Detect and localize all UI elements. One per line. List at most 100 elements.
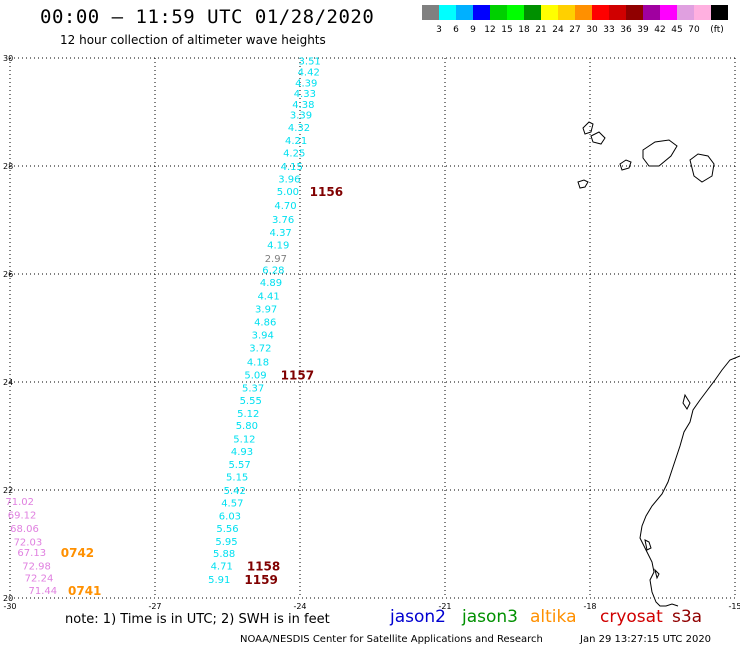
pass-number-label: 1158	[247, 560, 280, 574]
lon-tick-label: -30	[3, 602, 16, 611]
colorbar-swatch	[473, 5, 490, 20]
satellite-legend-jason2: jason2	[390, 607, 446, 627]
credit-text: NOAA/NESDIS Center for Satellite Applica…	[240, 634, 543, 645]
wave-height-value: 3.97	[255, 305, 277, 316]
colorbar-label: 36	[620, 25, 632, 35]
colorbar-swatch	[660, 5, 677, 20]
colorbar-swatch	[490, 5, 507, 20]
colorbar-label: 39	[637, 25, 649, 35]
colorbar-swatch	[456, 5, 473, 20]
colorbar-swatch	[694, 5, 711, 20]
timestamp-text: Jan 29 13:27:15 UTC 2020	[580, 634, 712, 645]
wave-height-value: 72.98	[22, 562, 51, 573]
colorbar-swatch	[558, 5, 575, 20]
wave-height-value: 3.94	[252, 330, 274, 341]
colorbar-swatch	[575, 5, 592, 20]
coast-detail-3	[654, 568, 660, 580]
coastline	[577, 121, 740, 607]
island-la-palma	[577, 179, 589, 189]
map-subtitle: 12 hour collection of altimeter wave hei…	[60, 33, 326, 47]
wave-height-value: 5.12	[237, 409, 259, 420]
africa-coastline	[639, 355, 740, 607]
pass-number-label: 1157	[281, 368, 314, 382]
colorbar-swatch	[439, 5, 456, 20]
wave-height-value: 4.70	[274, 201, 296, 212]
wave-height-value: 68.06	[10, 524, 39, 535]
lat-tick-label: 22	[3, 486, 13, 495]
lat-tick-label: 26	[3, 270, 13, 279]
wave-height-value: 72.24	[25, 573, 54, 584]
wave-height-value: 71.02	[5, 497, 34, 508]
wave-height-value: 4.15	[281, 162, 303, 173]
wave-height-value: 4.32	[288, 123, 310, 134]
colorbar-swatch	[643, 5, 660, 20]
colorbar-label: 27	[569, 25, 581, 35]
colorbar-label: 21	[535, 25, 547, 35]
wave-height-value: 4.21	[285, 136, 307, 147]
wave-height-value: 4.25	[283, 149, 305, 160]
wave-height-value: 4.18	[247, 357, 269, 368]
lat-tick-label: 28	[3, 162, 13, 171]
wave-height-value: 5.37	[242, 383, 264, 394]
pass-number-label: 0741	[68, 584, 101, 598]
lon-tick-label: -27	[148, 602, 161, 611]
colorbar-swatch	[626, 5, 643, 20]
wave-height-value: 4.57	[221, 498, 243, 509]
wave-height-value: 4.39	[295, 78, 317, 89]
colorbar-swatch	[524, 5, 541, 20]
pass-number-label: 1159	[244, 573, 277, 587]
colorbar-label: 42	[654, 25, 666, 35]
lon-tick-label: -21	[438, 602, 451, 611]
wave-height-value: 5.09	[244, 370, 266, 381]
wave-height-value: 4.42	[298, 68, 320, 79]
wave-height-value: 67.13	[17, 548, 46, 559]
wave-height-value: 3.39	[290, 111, 312, 122]
island-fuerteventura	[689, 153, 715, 183]
wave-height-value: 5.57	[228, 460, 250, 471]
colorbar-label: 15	[501, 25, 513, 35]
pass-number-label: 0742	[61, 546, 94, 560]
island-tenerife-west	[619, 159, 632, 171]
colorbar-label: (ft)	[710, 25, 724, 35]
wave-height-value: 69.12	[8, 510, 37, 521]
wave-height-value: 6.28	[262, 266, 284, 277]
colorbar-swatch	[541, 5, 558, 20]
island-gran-canaria	[642, 139, 678, 167]
wave-height-value: 4.38	[292, 100, 314, 111]
island-lanzarote	[582, 121, 594, 135]
colorbar-swatch	[507, 5, 524, 20]
map-title: 00:00 – 11:59 UTC 01/28/2020	[40, 6, 375, 28]
wave-height-value: 5.15	[226, 473, 248, 484]
wave-height-value: 3.76	[272, 215, 294, 226]
colorbar-swatch	[609, 5, 626, 20]
island-lanzarote-east	[590, 131, 606, 145]
wave-height-value: 4.71	[211, 562, 233, 573]
wave-height-value: 5.12	[233, 435, 255, 446]
satellite-legend-jason3: jason3	[462, 607, 518, 627]
lat-tick-label: 30	[3, 54, 13, 63]
wave-height-value: 4.41	[257, 292, 279, 303]
satellite-legend-altika: altika	[530, 607, 577, 627]
wave-height-labels: 3.514.424.394.334.383.394.32 4.21 4.25 4.15…	[5, 57, 320, 597]
wave-height-value: 5.00	[277, 187, 299, 198]
units-note: note: 1) Time is in UTC; 2) SWH is in fe…	[65, 612, 330, 627]
wave-height-value: 3.72	[249, 343, 271, 354]
colorbar-label: 3	[436, 25, 442, 35]
wave-height-value: 4.19	[267, 240, 289, 251]
wave-height-value: 5.56	[216, 524, 238, 535]
colorbar-label: 12	[484, 25, 496, 35]
wave-height-value: 4.33	[294, 89, 316, 100]
wave-height-value: 5.55	[240, 396, 262, 407]
wave-height-value: 3.96	[278, 174, 300, 185]
pass-number-label: 1156	[310, 185, 343, 199]
coast-detail-2	[644, 539, 652, 551]
wave-height-value: 3.51	[299, 57, 321, 68]
wave-height-value: 4.37	[270, 228, 292, 239]
wave-height-value: 71.44	[29, 586, 58, 597]
lon-tick-label: -18	[583, 602, 596, 611]
colorbar-swatch	[422, 5, 439, 20]
lon-tick-label: -15	[728, 602, 740, 611]
wave-height-value: 4.89	[260, 278, 282, 289]
